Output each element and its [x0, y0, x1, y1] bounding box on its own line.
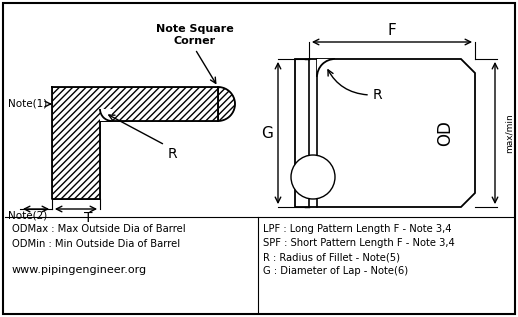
Text: LPF : Long Pattern Length F - Note 3,4: LPF : Long Pattern Length F - Note 3,4: [263, 224, 452, 234]
Text: max/min: max/min: [505, 113, 514, 153]
Text: R : Radius of Fillet - Note(5): R : Radius of Fillet - Note(5): [263, 252, 400, 262]
Polygon shape: [52, 87, 218, 199]
Text: Note(2): Note(2): [8, 211, 47, 221]
Text: Note(1): Note(1): [8, 99, 47, 109]
Text: ODMax : Max Outside Dia of Barrel: ODMax : Max Outside Dia of Barrel: [12, 224, 185, 234]
Text: F: F: [387, 23, 396, 38]
Text: ODMin : Min Outside Dia of Barrel: ODMin : Min Outside Dia of Barrel: [12, 239, 180, 249]
Text: R: R: [168, 147, 178, 161]
Polygon shape: [295, 59, 475, 207]
Text: SPF : Short Pattern Length F - Note 3,4: SPF : Short Pattern Length F - Note 3,4: [263, 238, 455, 248]
Text: www.pipingengineer.org: www.pipingengineer.org: [12, 265, 147, 275]
Text: R: R: [373, 88, 383, 102]
Bar: [317, 59, 335, 77]
Text: G : Diameter of Lap - Note(6): G : Diameter of Lap - Note(6): [263, 266, 408, 276]
Circle shape: [291, 155, 335, 199]
Text: OD: OD: [436, 120, 454, 146]
Bar: [100, 109, 112, 121]
Text: Note Square
Corner: Note Square Corner: [156, 24, 234, 46]
Text: T: T: [84, 211, 93, 225]
Text: G: G: [261, 126, 273, 140]
